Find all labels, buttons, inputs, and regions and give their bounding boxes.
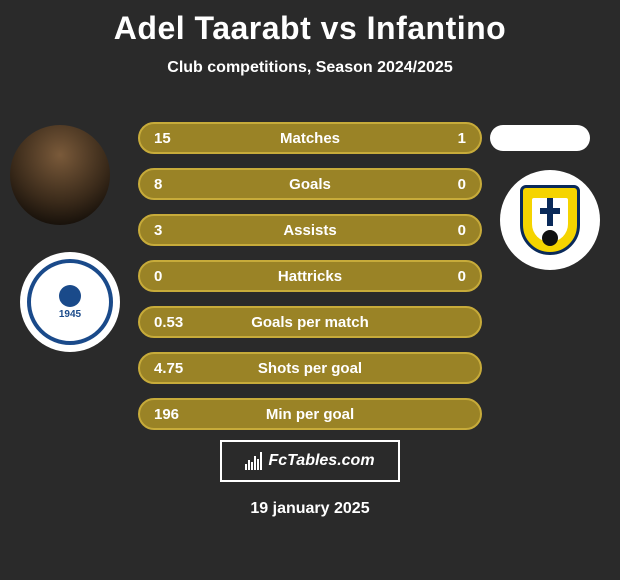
ball-icon (59, 285, 81, 307)
stat-right-value: 1 (416, 130, 466, 147)
page-title: Adel Taarabt vs Infantino (0, 0, 620, 47)
brand-text: FcTables.com (268, 452, 374, 470)
shield-ball-icon (542, 230, 558, 246)
cross-h-icon (540, 208, 560, 214)
stat-right-value: 0 (416, 222, 466, 239)
stat-left-value: 15 (154, 130, 204, 147)
stat-label: Min per goal (204, 406, 416, 423)
stat-row: 3 Assists 0 (138, 214, 482, 246)
stats-container: 15 Matches 1 8 Goals 0 3 Assists 0 0 Hat… (138, 122, 482, 444)
brand-logo: FcTables.com (220, 440, 400, 482)
stat-label: Assists (204, 222, 416, 239)
player-right-avatar (490, 125, 590, 151)
page-subtitle: Club competitions, Season 2024/2025 (0, 59, 620, 77)
player-left-avatar (10, 125, 110, 225)
stat-row: 196 Min per goal (138, 398, 482, 430)
stat-row: 0.53 Goals per match (138, 306, 482, 338)
stat-label: Shots per goal (204, 360, 416, 377)
stat-label: Goals (204, 176, 416, 193)
stat-label: Goals per match (204, 314, 416, 331)
club-right-badge (500, 170, 600, 270)
stat-left-value: 196 (154, 406, 204, 423)
stat-row: 4.75 Shots per goal (138, 352, 482, 384)
stat-left-value: 4.75 (154, 360, 204, 377)
club-left-ring: 1945 (27, 259, 113, 345)
stat-label: Hattricks (204, 268, 416, 285)
stat-right-value: 0 (416, 268, 466, 285)
stat-right-value: 0 (416, 176, 466, 193)
stat-row: 8 Goals 0 (138, 168, 482, 200)
stat-row: 0 Hattricks 0 (138, 260, 482, 292)
stat-left-value: 0 (154, 268, 204, 285)
stat-left-value: 8 (154, 176, 204, 193)
footer-date: 19 january 2025 (0, 500, 620, 518)
stat-label: Matches (204, 130, 416, 147)
bars-icon (245, 452, 262, 470)
club-left-badge: 1945 (20, 252, 120, 352)
stat-left-value: 0.53 (154, 314, 204, 331)
stat-left-value: 3 (154, 222, 204, 239)
club-left-year: 1945 (59, 309, 81, 320)
stat-row: 15 Matches 1 (138, 122, 482, 154)
shield-icon (520, 185, 580, 255)
